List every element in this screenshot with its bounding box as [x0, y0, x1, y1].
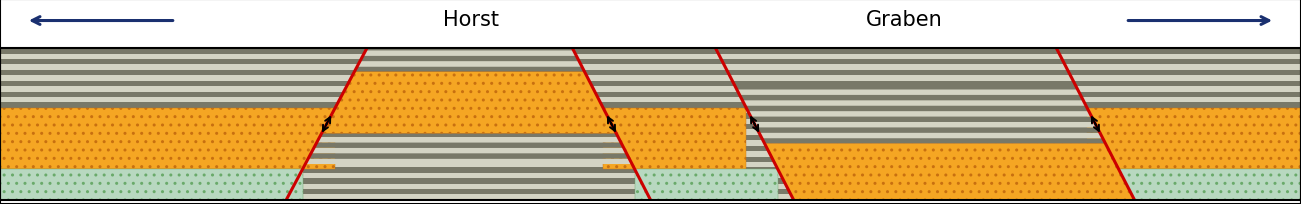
Polygon shape	[306, 159, 632, 164]
Polygon shape	[0, 114, 1301, 119]
Polygon shape	[736, 90, 1080, 95]
Polygon shape	[762, 139, 1106, 144]
Polygon shape	[317, 137, 621, 143]
Polygon shape	[340, 94, 598, 100]
Polygon shape	[756, 128, 1099, 133]
Polygon shape	[785, 182, 1128, 187]
Text: Horst: Horst	[442, 10, 500, 30]
Polygon shape	[635, 169, 778, 200]
Polygon shape	[346, 83, 593, 89]
Polygon shape	[0, 108, 336, 169]
Polygon shape	[334, 105, 604, 110]
Polygon shape	[792, 198, 1134, 200]
Polygon shape	[790, 193, 1133, 198]
Polygon shape	[739, 95, 1084, 101]
Polygon shape	[0, 135, 1301, 141]
Polygon shape	[0, 178, 1301, 184]
Polygon shape	[0, 119, 1301, 124]
Polygon shape	[773, 160, 1116, 165]
Polygon shape	[0, 98, 1301, 103]
Polygon shape	[0, 157, 1301, 162]
Polygon shape	[0, 108, 1301, 114]
Polygon shape	[770, 155, 1114, 160]
Polygon shape	[0, 54, 1301, 60]
Polygon shape	[0, 151, 1301, 157]
Polygon shape	[320, 132, 618, 137]
Polygon shape	[748, 112, 1092, 117]
Polygon shape	[1088, 108, 1301, 169]
Polygon shape	[758, 133, 1103, 139]
Polygon shape	[0, 49, 1301, 54]
Polygon shape	[0, 71, 1301, 76]
Polygon shape	[0, 195, 1301, 200]
Polygon shape	[0, 76, 1301, 81]
Polygon shape	[323, 126, 615, 132]
Polygon shape	[0, 141, 1301, 146]
Polygon shape	[775, 165, 1119, 171]
Polygon shape	[0, 65, 1301, 71]
Polygon shape	[360, 56, 579, 62]
Polygon shape	[0, 124, 1301, 130]
Polygon shape	[358, 62, 582, 67]
Polygon shape	[328, 116, 610, 121]
Polygon shape	[0, 162, 1301, 167]
Polygon shape	[0, 103, 1301, 108]
Polygon shape	[311, 148, 627, 153]
Polygon shape	[332, 110, 608, 116]
Polygon shape	[308, 153, 630, 159]
Polygon shape	[743, 101, 1086, 106]
Polygon shape	[366, 49, 574, 51]
Polygon shape	[0, 167, 1301, 173]
Polygon shape	[337, 100, 601, 105]
Polygon shape	[745, 106, 1089, 112]
Polygon shape	[0, 87, 1301, 92]
Polygon shape	[0, 130, 1301, 135]
Polygon shape	[363, 51, 576, 56]
Polygon shape	[342, 89, 596, 94]
Polygon shape	[765, 144, 1108, 149]
Polygon shape	[0, 169, 303, 200]
Polygon shape	[0, 173, 1301, 178]
Text: Graben: Graben	[866, 10, 942, 30]
Polygon shape	[782, 176, 1125, 182]
Polygon shape	[753, 122, 1097, 128]
Polygon shape	[325, 121, 613, 126]
Polygon shape	[351, 73, 588, 78]
Polygon shape	[604, 108, 747, 169]
Polygon shape	[734, 85, 1077, 90]
Polygon shape	[0, 146, 1301, 151]
Polygon shape	[768, 149, 1111, 155]
Polygon shape	[0, 81, 1301, 87]
Polygon shape	[787, 187, 1131, 193]
Polygon shape	[778, 171, 1123, 176]
Polygon shape	[1119, 169, 1301, 200]
Polygon shape	[0, 92, 1301, 98]
Polygon shape	[314, 143, 623, 148]
Polygon shape	[765, 144, 1134, 200]
Polygon shape	[751, 117, 1094, 122]
Polygon shape	[349, 78, 591, 83]
Polygon shape	[0, 184, 1301, 189]
Polygon shape	[0, 60, 1301, 65]
Polygon shape	[354, 67, 584, 73]
Polygon shape	[0, 189, 1301, 195]
Polygon shape	[321, 72, 617, 134]
